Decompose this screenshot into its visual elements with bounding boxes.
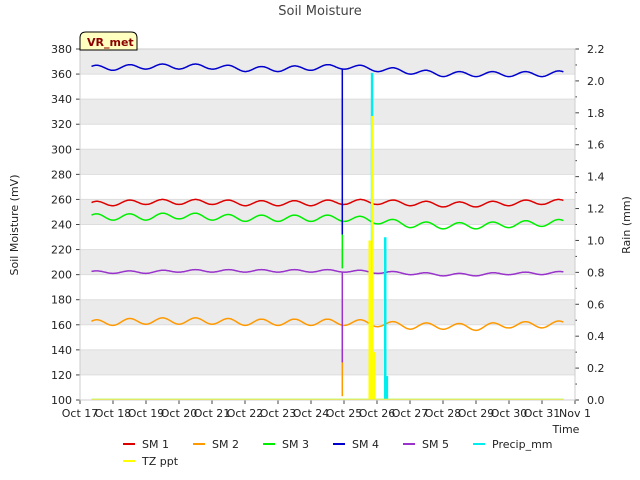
grid-band [80,299,575,325]
grid-band [80,174,575,200]
grid-band [80,224,575,250]
series-line-sm-2 [91,317,564,397]
x-tick-label: Oct 17 [62,407,99,420]
plot-frame [79,48,576,401]
left-tick-label: 160 [51,319,72,332]
right-tick-label: 0.4 [587,330,605,343]
legend-label-sm-5: SM 5 [422,438,449,451]
left-tick-label: 280 [51,168,72,181]
x-tick-label: Oct 22 [227,407,264,420]
legend-label-sm-1: SM 1 [142,438,169,451]
left-tick-label: 300 [51,143,72,156]
left-tick-label: 360 [51,68,72,81]
y-axis-right-title: Rain (mm) [620,196,633,254]
x-tick-label: Oct 24 [293,407,330,420]
x-tick-label: Oct 27 [392,407,429,420]
series-line-sm-3 [91,212,564,269]
grid-band [80,149,575,175]
x-tick-label: Nov 1 [559,407,591,420]
left-tick-label: 140 [51,344,72,357]
legend-label-sm-3: SM 3 [282,438,309,451]
grid-band [80,349,575,375]
legend-label-tz-ppt: TZ ppt [141,455,179,468]
grid-band [80,249,575,275]
grid-band [80,99,575,125]
background-bands [80,49,575,400]
right-tick-label: 1.8 [587,107,605,120]
station-badge-label: VR_met [87,36,134,49]
x-tick-label: Oct 26 [359,407,396,420]
grid-band [80,124,575,150]
grid-band [80,74,575,100]
grid-band [80,199,575,225]
left-tick-label: 380 [51,43,72,56]
right-tick-label: 1.2 [587,203,605,216]
left-tick-label: 120 [51,369,72,382]
left-tick-label: 200 [51,269,72,282]
grid-band [80,324,575,350]
series-line-sm-5 [91,268,564,363]
left-tick-label: 320 [51,118,72,131]
left-tick-label: 100 [51,394,72,407]
grid-band [80,374,575,400]
series-line-sm-4 [91,63,564,235]
right-tick-label: 1.0 [587,234,605,247]
right-tick-label: 1.6 [587,139,605,152]
left-tick-label: 220 [51,244,72,257]
right-tick-label: 2.0 [587,75,605,88]
x-tick-label: Oct 30 [491,407,528,420]
left-tick-label: 180 [51,294,72,307]
left-y-axis-ticks: 100 120 140 160 180 200 220 240 260 280 300 320 340 3… [51,43,80,407]
right-tick-label: 0.6 [587,298,605,311]
right-tick-label: 2.2 [587,43,605,56]
x-axis-title: Time [552,423,580,436]
x-tick-label: Oct 28 [425,407,462,420]
legend: SM 1 SM 2 SM 3 SM 4 SM 5 Precip_mm TZ ppt [123,438,553,468]
chart-title: Soil Moisture [278,4,362,19]
right-tick-label: 1.4 [587,171,605,184]
legend-label-sm-4: SM 4 [352,438,379,451]
x-tick-label: Oct 21 [194,407,231,420]
x-tick-label: Oct 29 [458,407,495,420]
left-tick-label: 340 [51,93,72,106]
legend-label-sm-2: SM 2 [212,438,239,451]
grid-band [80,49,575,75]
grid-band [80,274,575,300]
right-y-axis-ticks: 0.0 0.2 0.4 0.6 0.8 1.0 1.2 1.4 1.6 1.8 2.0 2.2 [575,43,605,407]
x-tick-label: Oct 31 [524,407,561,420]
right-tick-label: 0.8 [587,266,605,279]
y-axis-left-title: Soil Moisture (mV) [8,175,21,276]
left-tick-label: 240 [51,219,72,232]
x-tick-label: Oct 25 [326,407,363,420]
x-tick-label: Oct 18 [95,407,132,420]
x-tick-label: Oct 20 [161,407,198,420]
right-tick-label: 0.2 [587,362,605,375]
legend-label-precip-mm: Precip_mm [492,438,553,451]
station-badge: VR_met [79,31,138,51]
right-tick-label: 0.0 [587,394,605,407]
x-tick-label: Oct 23 [260,407,297,420]
series-line-sm-1 [91,198,564,208]
series-layer [91,63,564,401]
left-tick-label: 260 [51,193,72,206]
x-tick-label: Oct 19 [128,407,165,420]
